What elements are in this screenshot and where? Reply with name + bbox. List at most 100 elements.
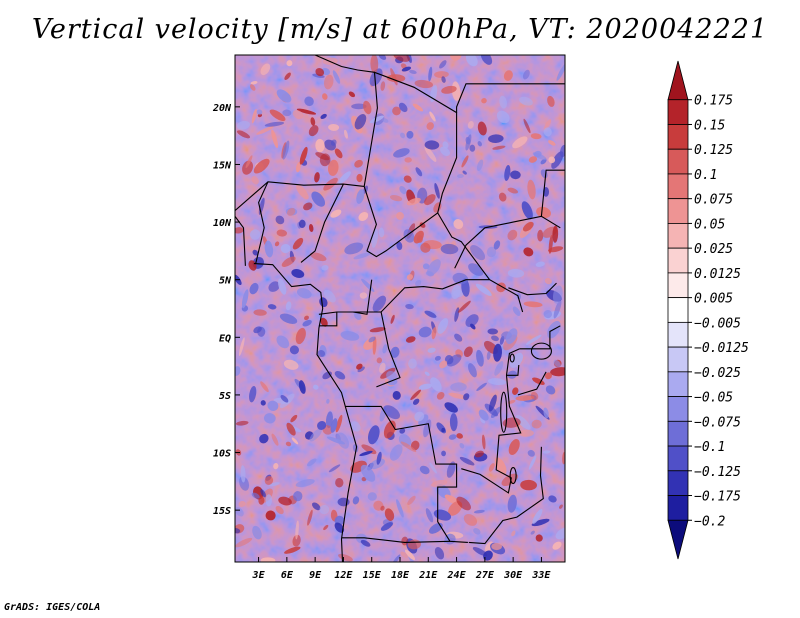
field-blob [470, 244, 486, 261]
lon-tick-label: 18E [391, 570, 410, 581]
field-blob [512, 136, 528, 149]
field-blob [452, 289, 464, 298]
field-blob [286, 422, 296, 436]
colorbar-swatch [667, 396, 689, 422]
field-blob [253, 309, 267, 316]
colorbar-swatch [667, 519, 689, 560]
colorbar-swatch [667, 346, 689, 373]
field-blob [352, 496, 360, 505]
field-blob [393, 148, 410, 158]
field-blob [410, 389, 421, 401]
field-blob [367, 492, 377, 501]
field-blob [537, 229, 544, 242]
field-blob [449, 413, 458, 432]
field-blob [260, 489, 266, 498]
field-blob [400, 132, 406, 139]
field-blob [369, 327, 386, 333]
field-blob [284, 72, 291, 81]
field-blob [271, 129, 278, 149]
field-blob [494, 457, 507, 475]
colorbar-label: −0.05 [694, 391, 733, 406]
field-blob [498, 192, 507, 202]
field-blob [271, 433, 279, 446]
border-line [456, 83, 565, 113]
field-blob [488, 134, 504, 143]
field-blob [308, 224, 314, 232]
field-blob [431, 479, 448, 488]
field-blob [448, 434, 457, 440]
field-blob [368, 425, 380, 445]
field-blob [399, 428, 406, 434]
field-blob [328, 464, 341, 473]
field-blob [405, 303, 414, 310]
lon-tick-label: 33E [531, 570, 551, 581]
field-blob [520, 479, 537, 491]
field-blob [344, 242, 364, 255]
field-blob [396, 211, 404, 220]
field-blob [281, 256, 296, 267]
field-blob [480, 55, 493, 65]
field-blob [235, 507, 244, 517]
field-blob [426, 122, 434, 131]
field-blob [380, 522, 393, 531]
colorbar-swatch [667, 470, 689, 496]
field-blob [354, 159, 363, 168]
border-line [318, 279, 524, 315]
field-blob [299, 146, 308, 165]
field-blob [429, 111, 436, 122]
border-line [253, 263, 358, 562]
lon-tick-label: 6E [281, 570, 294, 581]
lon-tick-label: 3E [252, 570, 266, 581]
field-blob [501, 473, 519, 486]
field-blob [252, 249, 259, 256]
field-blob [483, 550, 493, 561]
field-blob [507, 268, 525, 278]
field-blob [548, 156, 556, 164]
field-blob [326, 398, 330, 404]
field-blob [370, 55, 379, 74]
field-blob [412, 398, 420, 405]
field-blob [407, 495, 416, 506]
field-blob [240, 465, 246, 483]
field-blob [415, 279, 422, 287]
field-blob [260, 63, 271, 76]
border-line [468, 446, 544, 545]
field-blob [393, 55, 410, 62]
field-blob [418, 326, 432, 338]
field-blob [404, 157, 412, 163]
border-line [235, 215, 246, 266]
field-blob [446, 461, 456, 478]
field-blob [268, 281, 280, 292]
field-blob [441, 427, 446, 433]
field-blob [521, 201, 533, 220]
field-blob [504, 165, 511, 181]
colorbar-swatch [667, 272, 689, 299]
field-blob [276, 335, 290, 349]
field-blob [408, 358, 417, 369]
lat-tick-label: EQ [219, 333, 231, 344]
field-blob [401, 66, 412, 72]
field-blob [304, 315, 309, 321]
colorbar-swatch [667, 495, 689, 521]
field-blob [376, 357, 383, 364]
border-line [376, 311, 401, 388]
colorbar-swatch [667, 148, 689, 175]
field-blob [296, 184, 309, 200]
field-blob [507, 399, 516, 404]
field-blob [511, 530, 516, 537]
field-blob [502, 417, 521, 428]
field-blob [315, 68, 325, 77]
field-blob [284, 546, 301, 554]
field-blob [528, 455, 537, 470]
border-line [363, 186, 491, 281]
border-line [461, 348, 522, 494]
field-blob [423, 419, 432, 438]
field-blob [249, 282, 259, 295]
field-blob [528, 156, 538, 163]
field-blob [523, 118, 531, 134]
field-blob [428, 66, 433, 82]
field-blob [553, 300, 562, 319]
lake-outline [509, 467, 517, 485]
field-blob [461, 155, 469, 168]
colorbar-label: −0.175 [694, 490, 741, 505]
